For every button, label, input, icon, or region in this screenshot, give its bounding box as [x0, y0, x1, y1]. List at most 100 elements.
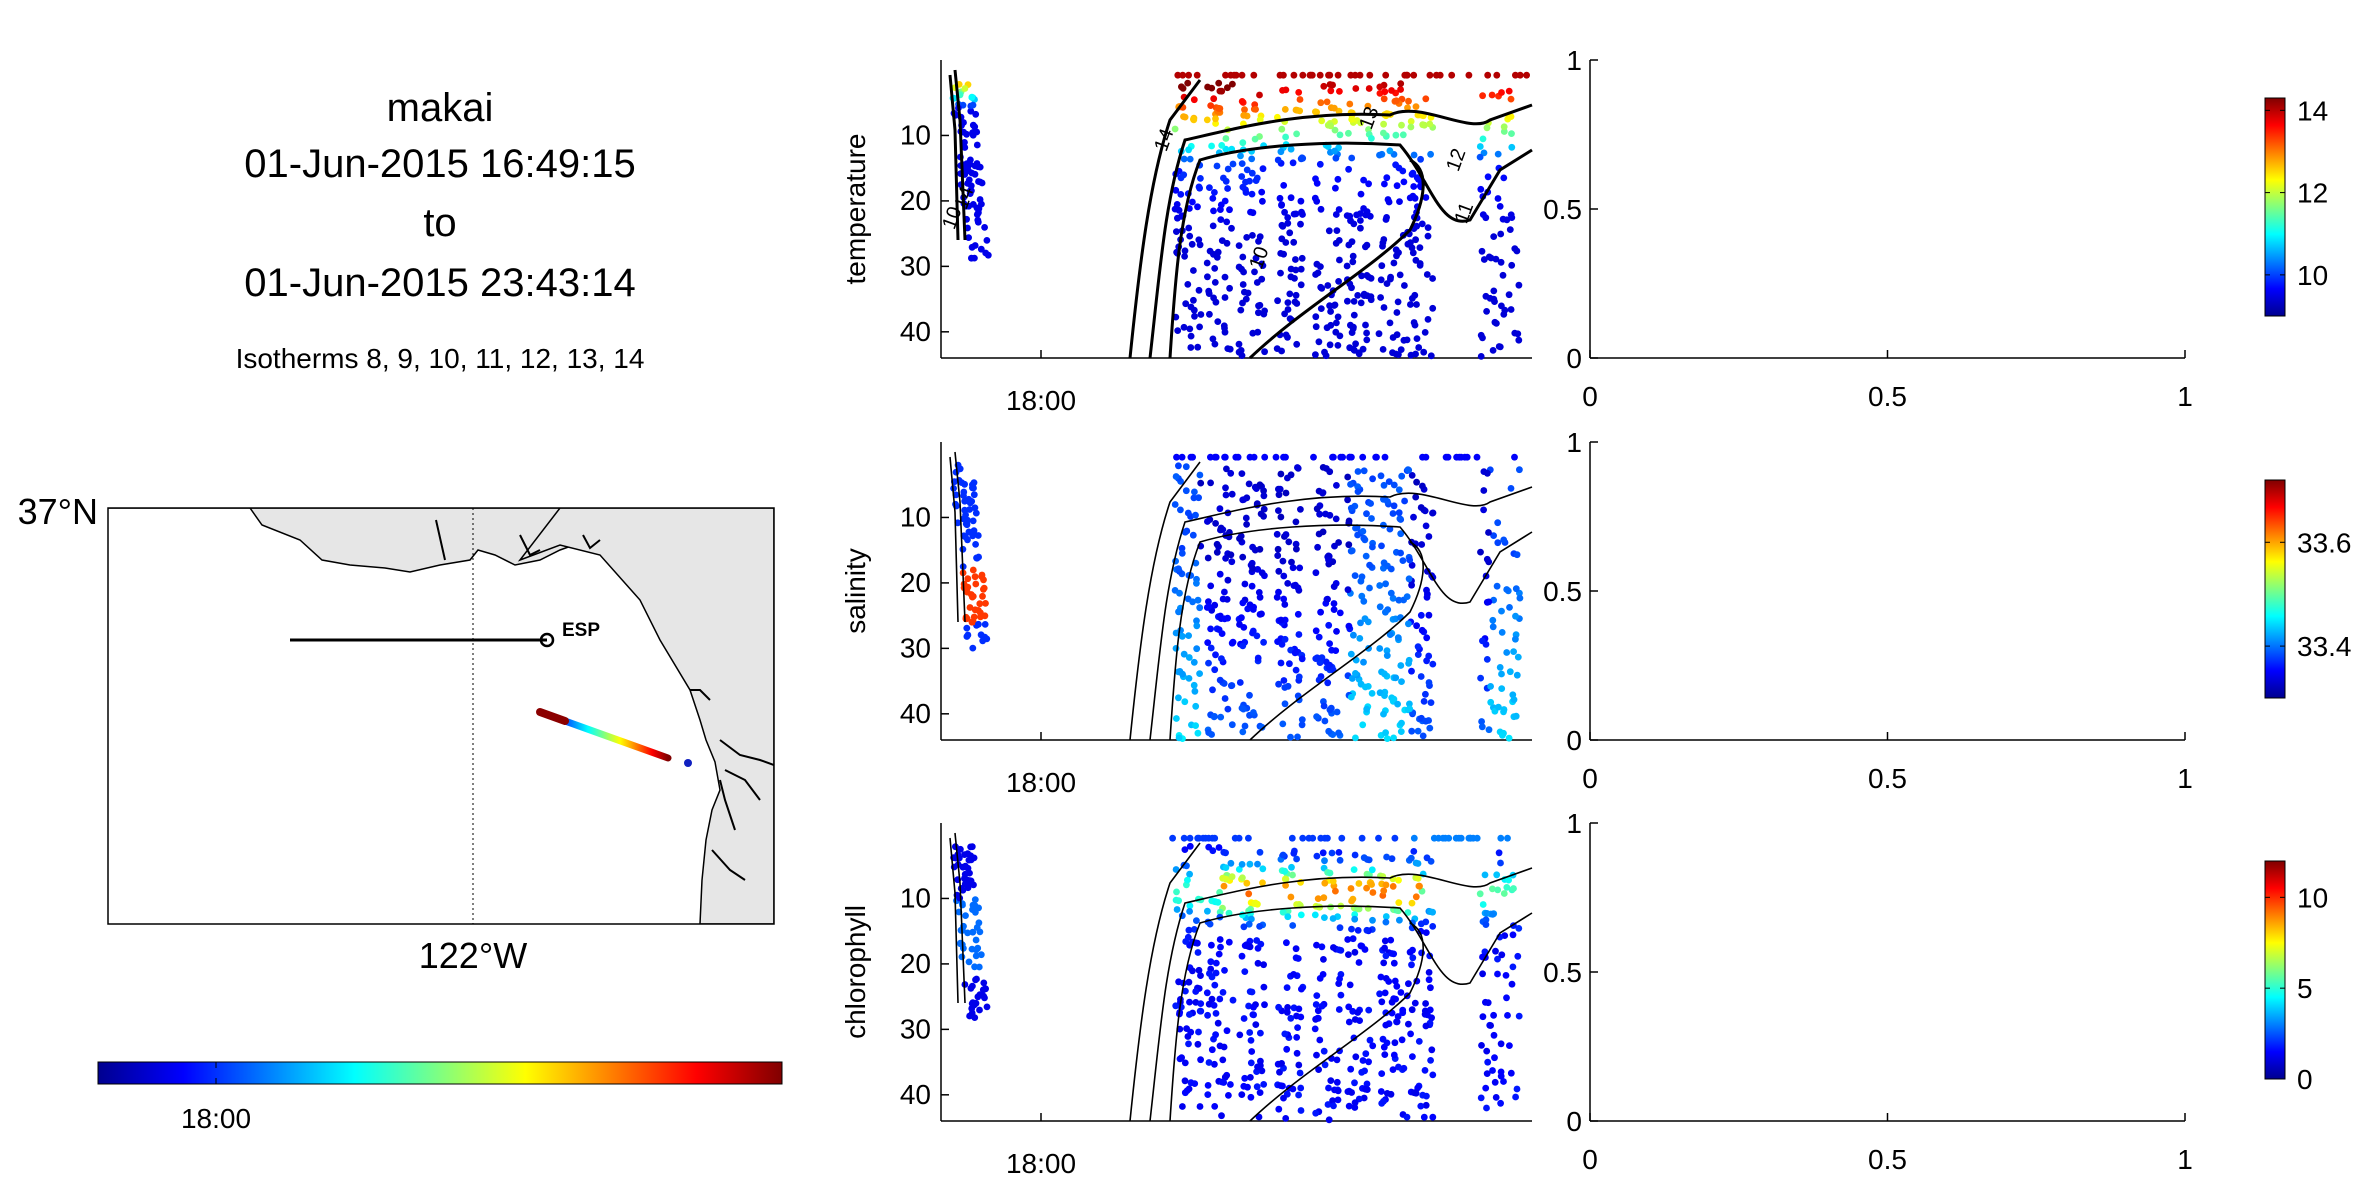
data-point	[1359, 528, 1367, 535]
data-point	[1403, 593, 1411, 600]
data-point	[1256, 848, 1264, 856]
data-point	[1363, 884, 1370, 892]
data-point	[1205, 843, 1213, 851]
data-point	[1503, 216, 1511, 224]
data-point	[1216, 505, 1224, 513]
data-point	[1354, 488, 1362, 495]
data-point	[1240, 705, 1247, 713]
data-point	[1333, 319, 1340, 327]
data-point	[972, 509, 980, 517]
y-tick-label: 1	[1566, 427, 1582, 458]
chlorophyll-colorbar: 0 5 10	[2264, 860, 2328, 1095]
data-point	[1362, 1050, 1370, 1058]
data-point	[1478, 1042, 1485, 1049]
data-point	[1247, 1093, 1255, 1101]
data-point	[1181, 253, 1188, 260]
data-point	[967, 107, 975, 115]
data-point	[1391, 1039, 1399, 1047]
data-point	[1297, 220, 1304, 228]
data-point	[1408, 899, 1416, 907]
y-tick-label: 20	[900, 567, 931, 598]
data-point	[1497, 1099, 1504, 1107]
data-point	[977, 613, 984, 621]
data-point	[1316, 71, 1324, 79]
data-point	[1335, 206, 1343, 213]
data-point	[1310, 453, 1317, 461]
data-point	[1494, 886, 1502, 894]
data-point	[1311, 911, 1319, 919]
data-point	[974, 532, 982, 539]
data-point	[1284, 219, 1292, 227]
data-point	[1377, 294, 1384, 301]
data-point	[1397, 989, 1405, 996]
data-point	[1305, 834, 1313, 842]
data-point	[1500, 536, 1508, 544]
data-point	[1256, 481, 1264, 489]
data-point	[1319, 849, 1327, 857]
data-point	[1256, 1089, 1264, 1096]
data-point	[1326, 71, 1334, 79]
data-point	[1204, 1082, 1212, 1089]
data-point	[1320, 956, 1327, 963]
data-point	[961, 875, 968, 882]
data-point	[1477, 1094, 1485, 1102]
data-point	[1207, 625, 1214, 633]
data-point	[1239, 139, 1247, 147]
isotherms-label: Isotherms 8, 9, 10, 11, 12, 13, 14	[235, 343, 645, 374]
data-point	[1186, 155, 1194, 163]
data-point	[1236, 1031, 1244, 1039]
data-point	[1498, 685, 1506, 692]
colorbar-tick-label: 10	[2297, 882, 2328, 913]
data-point	[1175, 694, 1182, 702]
data-point	[1298, 716, 1306, 723]
data-point	[1412, 236, 1419, 244]
data-point	[1400, 1064, 1408, 1072]
data-point	[1248, 1048, 1256, 1055]
data-point	[1382, 1009, 1390, 1017]
data-point	[1312, 1109, 1320, 1117]
data-point	[1422, 690, 1429, 698]
data-point	[1478, 247, 1486, 255]
data-point	[1316, 160, 1324, 168]
data-point	[1359, 721, 1367, 729]
data-point	[1427, 352, 1435, 360]
data-point	[1382, 952, 1390, 960]
data-point	[1183, 1087, 1191, 1094]
isoline	[1248, 158, 1425, 360]
data-point	[1173, 906, 1181, 913]
data-point	[964, 575, 972, 583]
data-point	[1315, 338, 1323, 346]
data-point	[1367, 274, 1375, 282]
data-point	[1378, 262, 1386, 270]
data-point	[1181, 247, 1189, 255]
colorbar-tick-label: 12	[2297, 178, 2328, 209]
data-point	[978, 179, 986, 187]
data-point	[1224, 576, 1232, 584]
data-point	[1238, 160, 1246, 168]
data-point	[1229, 80, 1236, 88]
data-point	[1222, 849, 1229, 857]
data-point	[1352, 1053, 1360, 1061]
data-point	[1197, 479, 1205, 487]
data-point	[1212, 298, 1220, 306]
data-point	[1277, 250, 1285, 257]
data-point	[1381, 180, 1388, 188]
data-point	[1277, 659, 1285, 667]
lat-label: 37°N	[18, 491, 98, 532]
data-point	[1320, 82, 1328, 90]
data-point	[1213, 540, 1221, 548]
data-point	[1277, 269, 1284, 277]
data-point	[1284, 306, 1292, 313]
data-point	[971, 162, 979, 170]
data-point	[1321, 1061, 1329, 1069]
data-point	[1239, 553, 1247, 561]
data-point	[1410, 183, 1418, 190]
data-point	[1256, 91, 1263, 99]
data-point	[1386, 319, 1394, 327]
data-point	[1181, 1077, 1189, 1085]
data-point	[1345, 951, 1352, 958]
data-point	[969, 532, 977, 540]
data-point	[1296, 1069, 1304, 1077]
data-point	[1224, 84, 1231, 92]
data-point	[981, 621, 989, 628]
